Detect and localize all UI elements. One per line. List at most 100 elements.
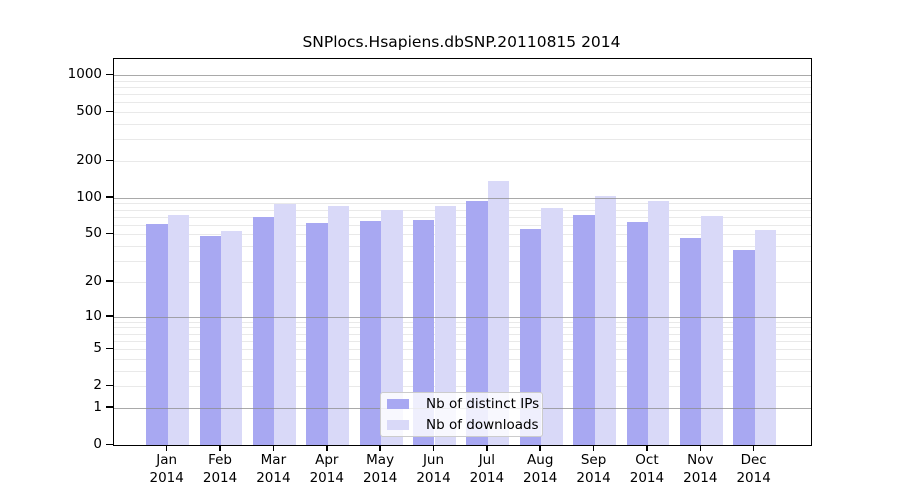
gridline-minor-2 [114,386,811,388]
y-tick-label-100: 100 [76,188,102,205]
y-tick-mark-1 [106,406,113,408]
bar-nb-of-distinct-ips-feb-2014 [199,235,222,445]
gridline-minor-30 [114,261,811,263]
bar-nb-of-downloads-jun-2014 [434,205,456,445]
bar-nb-of-downloads-nov-2014 [701,215,723,445]
gridline-minor-60 [114,224,811,226]
bar-nb-of-downloads-apr-2014 [327,206,350,445]
gridline-minor-50 [114,234,811,236]
y-tick-label-1: 1 [93,398,102,415]
bar-nb-of-downloads-jan-2014 [167,214,190,445]
x-tick-label-apr-2014: Apr 2014 [309,452,344,486]
gridline-major-1000 [114,75,811,77]
y-tick-mark-10 [106,315,113,317]
gridline-minor-700 [114,94,811,96]
plot-area: Nb of distinct IPs Nb of downloads [113,58,812,446]
chart-title: SNPlocs.Hsapiens.dbSNP.20110815 2014 [302,33,621,51]
y-tick-label-5: 5 [93,340,102,357]
x-tick-label-nov-2014: Nov 2014 [683,452,718,486]
bar-nb-of-distinct-ips-aug-2014 [519,228,542,445]
y-tick-mark-500 [106,110,113,113]
gridline-minor-3 [114,370,811,372]
x-tick-label-sep-2014: Sep 2014 [576,452,611,486]
gridline-minor-600 [114,102,811,104]
x-tick-label-oct-2014: Oct 2014 [629,452,665,486]
y-tick-label-20: 20 [84,272,102,289]
gridline-minor-7 [114,333,811,335]
bar-nb-of-distinct-ips-sep-2014 [573,214,595,445]
bar-nb-of-downloads-aug-2014 [541,207,563,445]
x-tick-label-jan-2014: Jan 2014 [149,452,184,486]
bar-nb-of-downloads-dec-2014 [754,230,777,445]
y-tick-mark-100 [106,196,113,198]
gridline-minor-5 [114,349,811,351]
gridline-minor-900 [114,80,811,82]
y-tick-mark-5 [106,347,113,350]
gridline-major-100 [114,197,811,199]
gridline-minor-20 [114,281,811,283]
x-tick-mark-jan-2014 [165,445,168,451]
gridline-minor-6 [114,340,811,342]
gridline-minor-9 [114,321,811,323]
gridline-minor-800 [114,86,811,88]
bar-nb-of-distinct-ips-jan-2014 [146,223,168,445]
gridline-minor-40 [114,246,811,248]
gridline-major-10 [114,316,811,318]
gridline-minor-500 [114,112,811,114]
x-tick-mark-apr-2014 [326,445,328,451]
x-tick-mark-feb-2014 [219,445,221,451]
y-tick-label-0: 0 [93,436,102,452]
x-tick-label-may-2014: May 2014 [362,452,398,486]
y-tick-label-1000: 1000 [67,66,102,83]
bar-nb-of-distinct-ips-nov-2014 [679,237,702,445]
bar-nb-of-distinct-ips-jun-2014 [413,219,435,445]
bar-nb-of-downloads-feb-2014 [221,231,243,445]
x-tick-mark-sep-2014 [592,445,595,451]
legend-swatch-downloads [387,420,409,430]
y-tick-mark-1000 [106,73,113,76]
x-tick-label-jun-2014: Jun 2014 [416,452,451,486]
bar-nb-of-distinct-ips-jul-2014 [466,201,488,445]
y-tick-mark-2 [106,384,113,387]
bar-nb-of-downloads-sep-2014 [594,196,616,445]
x-tick-mark-oct-2014 [646,445,648,451]
bar-nb-of-distinct-ips-dec-2014 [733,250,755,445]
gridline-minor-4 [114,358,811,360]
bar-nb-of-distinct-ips-may-2014 [359,220,382,445]
y-tick-label-50: 50 [84,225,102,242]
legend-swatch-ips [387,399,409,409]
x-tick-mark-aug-2014 [539,445,541,451]
gridline-minor-70 [114,216,811,218]
gridline-minor-200 [114,161,811,163]
x-tick-mark-jun-2014 [432,445,435,451]
y-tick-label-10: 10 [84,307,102,324]
x-tick-mark-may-2014 [379,445,381,451]
legend-item-distinct-ips: Nb of distinct IPs [387,395,542,413]
y-tick-mark-20 [106,280,113,282]
y-tick-mark-50 [106,232,113,235]
gridline-minor-300 [114,139,811,141]
gridline-minor-400 [114,124,811,126]
x-tick-label-feb-2014: Feb 2014 [202,452,238,486]
bar-nb-of-distinct-ips-oct-2014 [626,222,648,445]
x-tick-label-dec-2014: Dec 2014 [736,452,771,486]
gridline-minor-90 [114,203,811,205]
x-tick-mark-nov-2014 [699,445,702,451]
y-tick-label-200: 200 [76,152,102,169]
legend-label-ips: Nb of distinct IPs [426,396,540,412]
y-tick-mark-200 [106,159,113,162]
legend-item-downloads: Nb of downloads [387,416,542,434]
bar-nb-of-distinct-ips-apr-2014 [306,223,328,445]
x-tick-label-jul-2014: Jul 2014 [469,452,505,486]
gridline-minor-80 [114,209,811,211]
y-tick-label-2: 2 [93,377,102,394]
bar-nb-of-downloads-mar-2014 [274,204,296,445]
legend: Nb of distinct IPs Nb of downloads [380,392,543,437]
x-tick-mark-jul-2014 [486,445,488,451]
x-tick-mark-dec-2014 [752,445,755,451]
gridline-minor-8 [114,327,811,329]
legend-label-downloads: Nb of downloads [426,417,539,433]
bar-nb-of-downloads-oct-2014 [647,201,670,445]
y-tick-mark-0 [106,443,113,445]
